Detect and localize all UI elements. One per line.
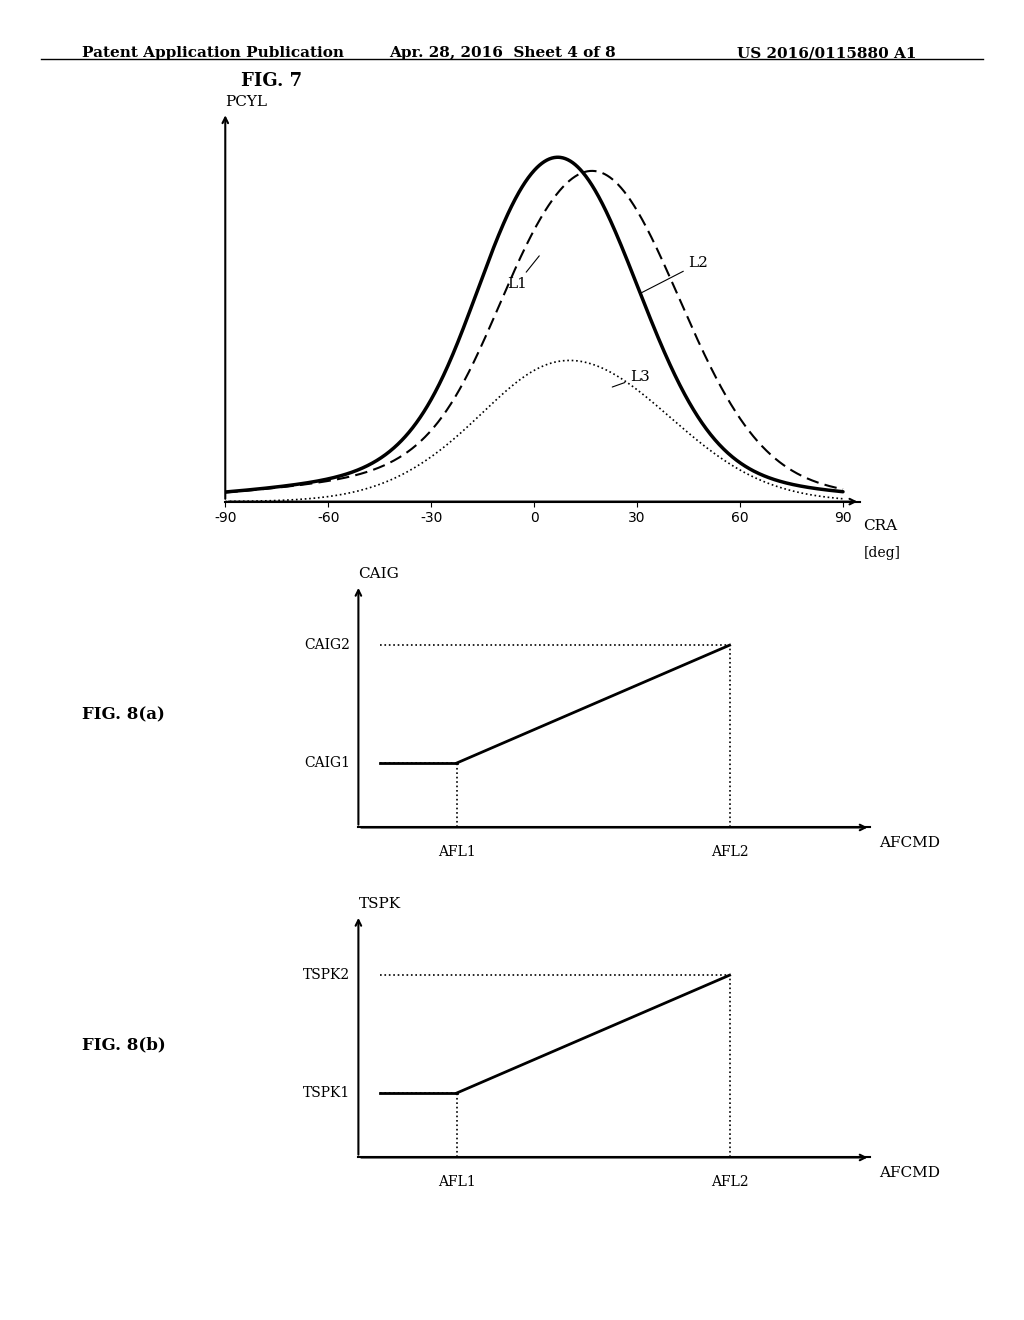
Text: PCYL: PCYL [225,95,267,110]
Text: AFL1: AFL1 [437,1175,475,1188]
Text: CAIG1: CAIG1 [304,756,350,770]
Text: FIG. 8(b): FIG. 8(b) [82,1036,166,1053]
Text: FIG. 8(a): FIG. 8(a) [82,706,165,723]
Text: TSPK1: TSPK1 [303,1086,350,1100]
Text: L3: L3 [612,370,650,387]
Text: TSPK2: TSPK2 [303,968,350,982]
Text: CAIG: CAIG [358,566,399,581]
Text: FIG. 7: FIG. 7 [241,71,302,90]
Text: L2: L2 [640,256,709,294]
Text: AFCMD: AFCMD [879,836,940,850]
Text: AFL2: AFL2 [711,1175,749,1188]
Text: AFL1: AFL1 [437,845,475,858]
Text: US 2016/0115880 A1: US 2016/0115880 A1 [737,46,916,61]
Text: CAIG2: CAIG2 [304,638,350,652]
Text: CRA: CRA [863,519,898,533]
Text: AFL2: AFL2 [711,845,749,858]
Text: TSPK: TSPK [358,896,400,911]
Text: [deg]: [deg] [863,546,900,561]
Text: AFCMD: AFCMD [879,1166,940,1180]
Text: L1: L1 [507,256,540,292]
Text: Patent Application Publication: Patent Application Publication [82,46,344,61]
Text: Apr. 28, 2016  Sheet 4 of 8: Apr. 28, 2016 Sheet 4 of 8 [389,46,615,61]
